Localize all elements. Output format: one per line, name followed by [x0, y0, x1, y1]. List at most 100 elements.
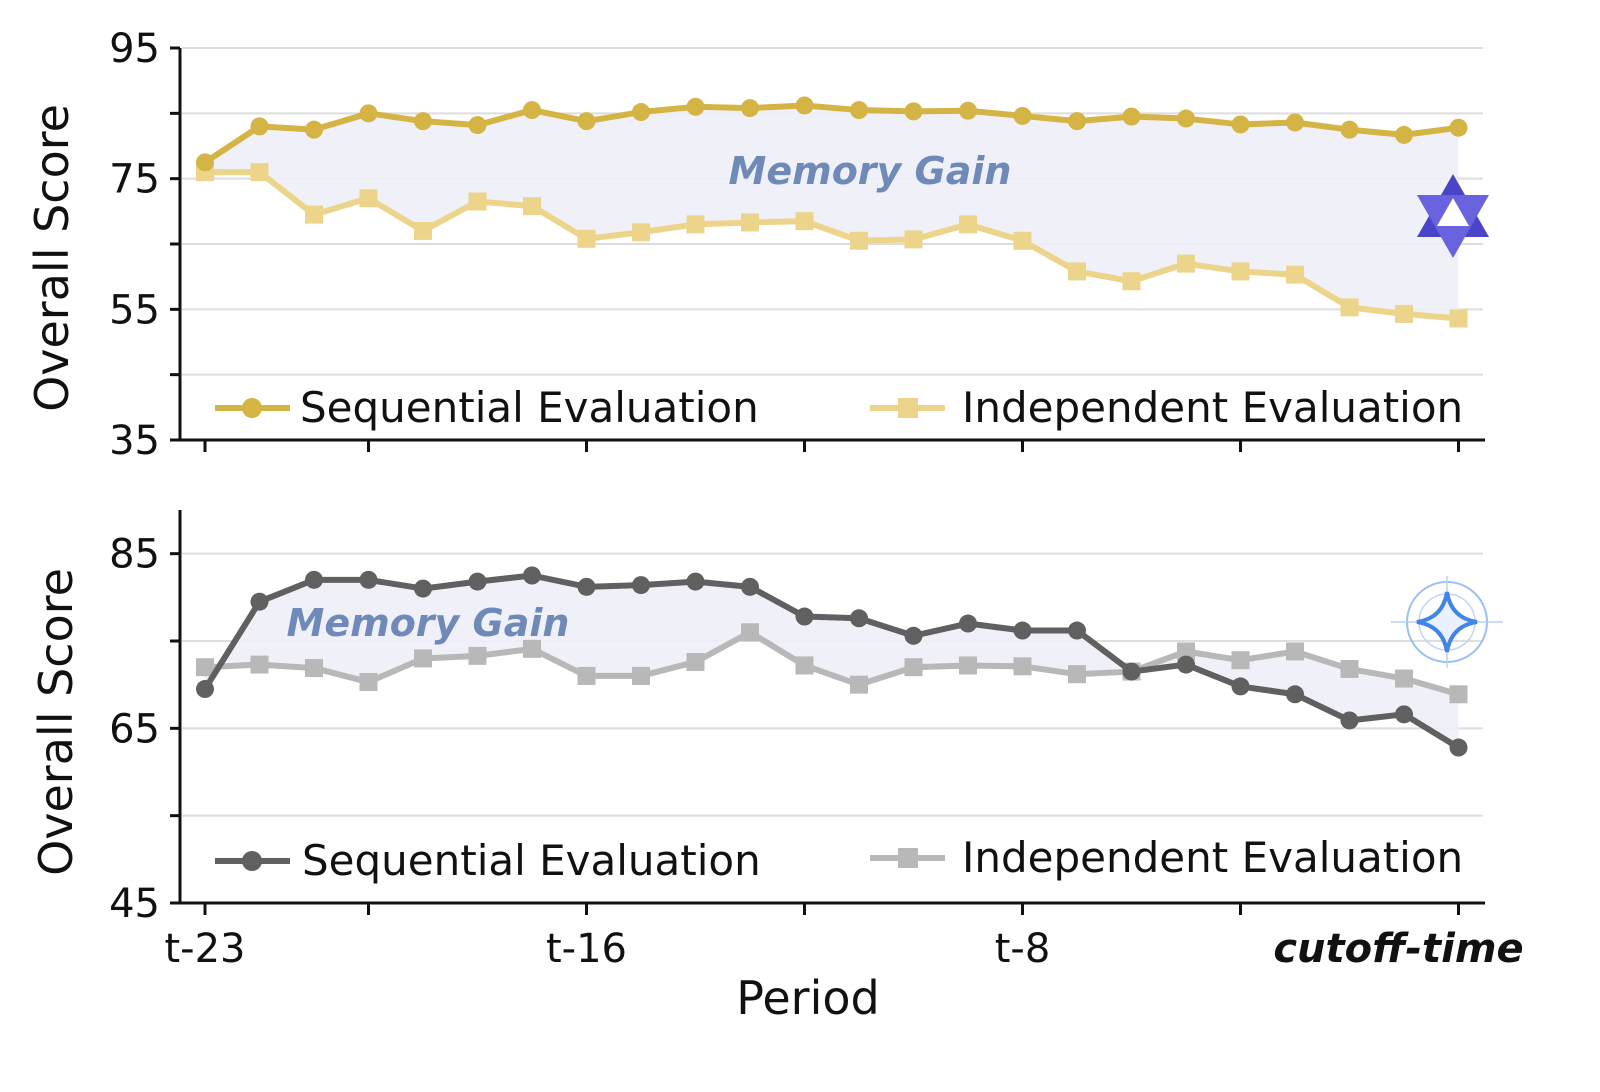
- point-bottom-sequential-13: [904, 626, 923, 645]
- point-bottom-independent-3: [359, 673, 378, 692]
- point-bottom-sequential-3: [359, 570, 378, 589]
- point-top-independent-5: [468, 192, 487, 211]
- point-bottom-independent-10: [741, 623, 759, 642]
- point-bottom-independent-0: [196, 658, 214, 677]
- point-top-sequential-16: [1068, 112, 1086, 131]
- point-top-independent-2: [305, 205, 323, 224]
- point-top-independent-10: [741, 213, 759, 232]
- point-bottom-sequential-22: [1395, 705, 1413, 724]
- point-bottom-sequential-21: [1340, 711, 1359, 730]
- y-tick-label-top-95: 95: [109, 26, 160, 72]
- point-top-independent-3: [359, 189, 378, 208]
- x-tick-label-t-16: t-16: [546, 926, 627, 972]
- point-bottom-independent-4: [414, 649, 432, 668]
- panel-bottom-x-ticks: [203, 903, 1460, 915]
- legend-bottom-independent-marker: [898, 848, 918, 868]
- point-top-sequential-8: [632, 103, 650, 122]
- point-top-sequential-19: [1231, 115, 1250, 134]
- panel-bottom: 45 65 85 Overall Score Memory Gain Sequent…: [29, 510, 1503, 927]
- point-top-sequential-13: [904, 102, 923, 121]
- point-bottom-independent-16: [1068, 665, 1086, 684]
- point-top-independent-7: [577, 229, 596, 248]
- legend-bottom-independent-label: Independent Evaluation: [962, 833, 1463, 882]
- point-bottom-independent-8: [632, 666, 650, 685]
- series-line-bottom-sequential: [202, 572, 1461, 751]
- y-tick-label-top-55: 55: [109, 287, 160, 333]
- x-tick-label-cutoff-time: cutoff-time: [1273, 926, 1523, 972]
- point-bottom-independent-13: [904, 658, 923, 677]
- point-bottom-independent-11: [795, 656, 814, 675]
- point-bottom-sequential-19: [1231, 677, 1250, 696]
- point-bottom-independent-21: [1340, 659, 1359, 678]
- point-bottom-sequential-12: [850, 609, 868, 628]
- x-tick-labels: t-23 t-16 t-8 cutoff-time: [164, 926, 1523, 972]
- point-bottom-independent-1: [250, 655, 269, 674]
- panel-bottom-memory-gain-area: [205, 575, 1459, 748]
- point-bottom-independent-5: [468, 646, 487, 665]
- point-top-independent-8: [632, 223, 650, 242]
- point-bottom-independent-7: [577, 666, 596, 685]
- point-bottom-independent-2: [305, 659, 323, 678]
- point-bottom-independent-23: [1449, 685, 1468, 704]
- point-bottom-sequential-6: [523, 566, 541, 585]
- point-bottom-independent-6: [523, 639, 541, 658]
- panel-bottom-y-ticks: 45 65 85: [109, 532, 180, 927]
- point-bottom-sequential-0: [196, 680, 214, 699]
- point-top-sequential-10: [741, 99, 759, 118]
- panel-top-memory-gain-label: Memory Gain: [729, 149, 1012, 193]
- panel-top-x-ticks: [203, 440, 1460, 452]
- point-top-independent-16: [1068, 262, 1086, 281]
- panel-bottom-y-title: Overall Score: [29, 568, 83, 876]
- series-line-top-independent: [205, 169, 1459, 322]
- legend-top-sequential-marker: [242, 398, 262, 418]
- point-top-independent-12: [850, 231, 868, 250]
- point-bottom-sequential-4: [414, 579, 432, 598]
- point-top-sequential-21: [1340, 120, 1359, 139]
- point-top-independent-15: [1013, 231, 1032, 250]
- point-bottom-sequential-7: [577, 577, 596, 596]
- panel-top-y-title: Overall Score: [25, 104, 79, 412]
- point-bottom-sequential-15: [1013, 621, 1032, 640]
- panel-bottom-series: [196, 566, 1468, 757]
- panel-top-legend: Sequential Evaluation Independent Evalua…: [215, 383, 1463, 432]
- point-top-independent-6: [523, 197, 541, 216]
- point-bottom-sequential-1: [250, 592, 269, 611]
- point-top-independent-19: [1231, 262, 1250, 281]
- point-top-independent-14: [959, 215, 977, 234]
- y-tick-label-bottom-65: 65: [109, 706, 160, 752]
- legend-bottom-sequential-marker: [242, 851, 262, 871]
- panel-bottom-memory-gain-label: Memory Gain: [287, 601, 570, 645]
- point-bottom-sequential-16: [1068, 621, 1086, 640]
- y-tick-label-bottom-85: 85: [109, 532, 160, 578]
- point-bottom-sequential-5: [468, 572, 487, 591]
- point-top-sequential-12: [850, 101, 868, 120]
- point-bottom-independent-15: [1013, 657, 1032, 676]
- legend-top-sequential-label: Sequential Evaluation: [300, 383, 759, 432]
- point-top-sequential-7: [577, 112, 596, 131]
- point-top-sequential-1: [250, 117, 269, 136]
- point-top-sequential-9: [686, 97, 705, 116]
- point-bottom-sequential-10: [741, 577, 759, 596]
- point-bottom-sequential-11: [795, 607, 814, 626]
- point-top-sequential-17: [1122, 107, 1141, 126]
- point-top-sequential-2: [305, 120, 323, 139]
- legend-bottom-sequential-label: Sequential Evaluation: [302, 836, 761, 885]
- panel-top-series: [196, 96, 1468, 328]
- point-top-sequential-4: [414, 112, 432, 131]
- point-bottom-sequential-14: [959, 614, 977, 633]
- point-bottom-independent-18: [1177, 642, 1195, 661]
- x-tick-label-t-8: t-8: [995, 926, 1051, 972]
- point-bottom-sequential-2: [305, 570, 323, 589]
- point-top-independent-4: [414, 221, 432, 240]
- point-bottom-independent-22: [1395, 669, 1413, 688]
- point-top-sequential-23: [1449, 118, 1468, 137]
- point-top-independent-11: [795, 212, 814, 231]
- point-bottom-sequential-23: [1449, 738, 1468, 757]
- series-line-bottom-independent: [204, 629, 1460, 698]
- x-tick-label-t-23: t-23: [164, 926, 245, 972]
- point-top-sequential-18: [1177, 109, 1195, 128]
- gemini-sparkle-icon: [1391, 576, 1503, 668]
- point-top-independent-18: [1177, 254, 1195, 273]
- panel-top-memory-gain-area: [205, 105, 1459, 319]
